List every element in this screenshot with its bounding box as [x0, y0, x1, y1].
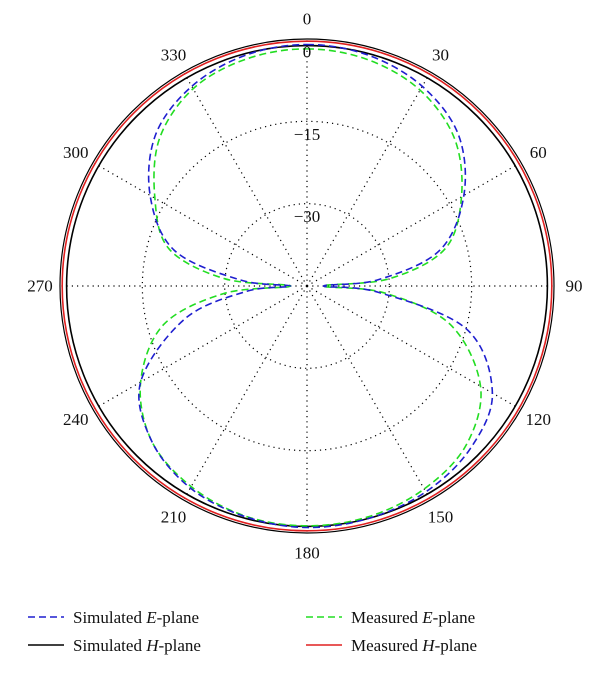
angular-tick-label: 270 [27, 277, 53, 296]
angular-grid-spoke [182, 71, 308, 287]
angular-tick-label: 150 [428, 508, 454, 527]
angular-grid-spoke [92, 161, 308, 287]
angular-tick-label: 210 [161, 508, 187, 527]
polar-grid [59, 38, 555, 534]
outer-ring [59, 38, 555, 534]
angular-tick-label: 330 [161, 45, 187, 64]
angular-tick-label: 240 [63, 410, 89, 429]
series-simulated-e-plane [138, 43, 494, 529]
radial-grid-ring [224, 203, 390, 369]
angular-tick-label: 60 [530, 143, 547, 162]
legend-label: Measured E-plane [351, 608, 475, 627]
angular-grid-spoke [306, 285, 522, 411]
angular-grid-spoke [306, 285, 432, 501]
legend-label: Simulated E-plane [73, 608, 199, 627]
radial-tick-label: −30 [294, 207, 321, 226]
angular-grid-spoke [306, 161, 522, 287]
legend-item-measured-e-plane: Measured E-plane [306, 608, 475, 627]
angular-grid-spoke [306, 71, 432, 287]
legend-label: Simulated H-plane [73, 636, 201, 655]
legend-item-simulated-h-plane: Simulated H-plane [28, 636, 201, 655]
legend-item-measured-h-plane: Measured H-plane [306, 636, 477, 655]
angular-tick-label: 180 [294, 544, 320, 563]
angular-tick-label: 120 [525, 410, 551, 429]
angular-grid-spoke [182, 285, 308, 501]
radial-grid-ring [141, 120, 473, 452]
angular-tick-label: 30 [432, 45, 449, 64]
angular-tick-label: 300 [63, 143, 89, 162]
legend-item-simulated-e-plane: Simulated E-plane [28, 608, 199, 627]
angular-tick-label: 90 [566, 277, 583, 296]
series-measured-h-plane [61, 40, 553, 532]
legend: Simulated E-plane Measured E-plane Simulat… [28, 608, 477, 655]
angular-grid-spoke [92, 285, 308, 411]
series-measured-e-plane [139, 48, 482, 527]
angular-tick-label: 0 [303, 10, 312, 29]
radial-tick-label: 0 [303, 43, 312, 62]
radial-tick-label: −15 [294, 125, 321, 144]
legend-label: Measured H-plane [351, 636, 477, 655]
tick-labels: 0 30 60 90 120 150 180 210 240 270 300 330 0 −15 −30 [27, 10, 582, 563]
pattern-curves [61, 40, 553, 532]
